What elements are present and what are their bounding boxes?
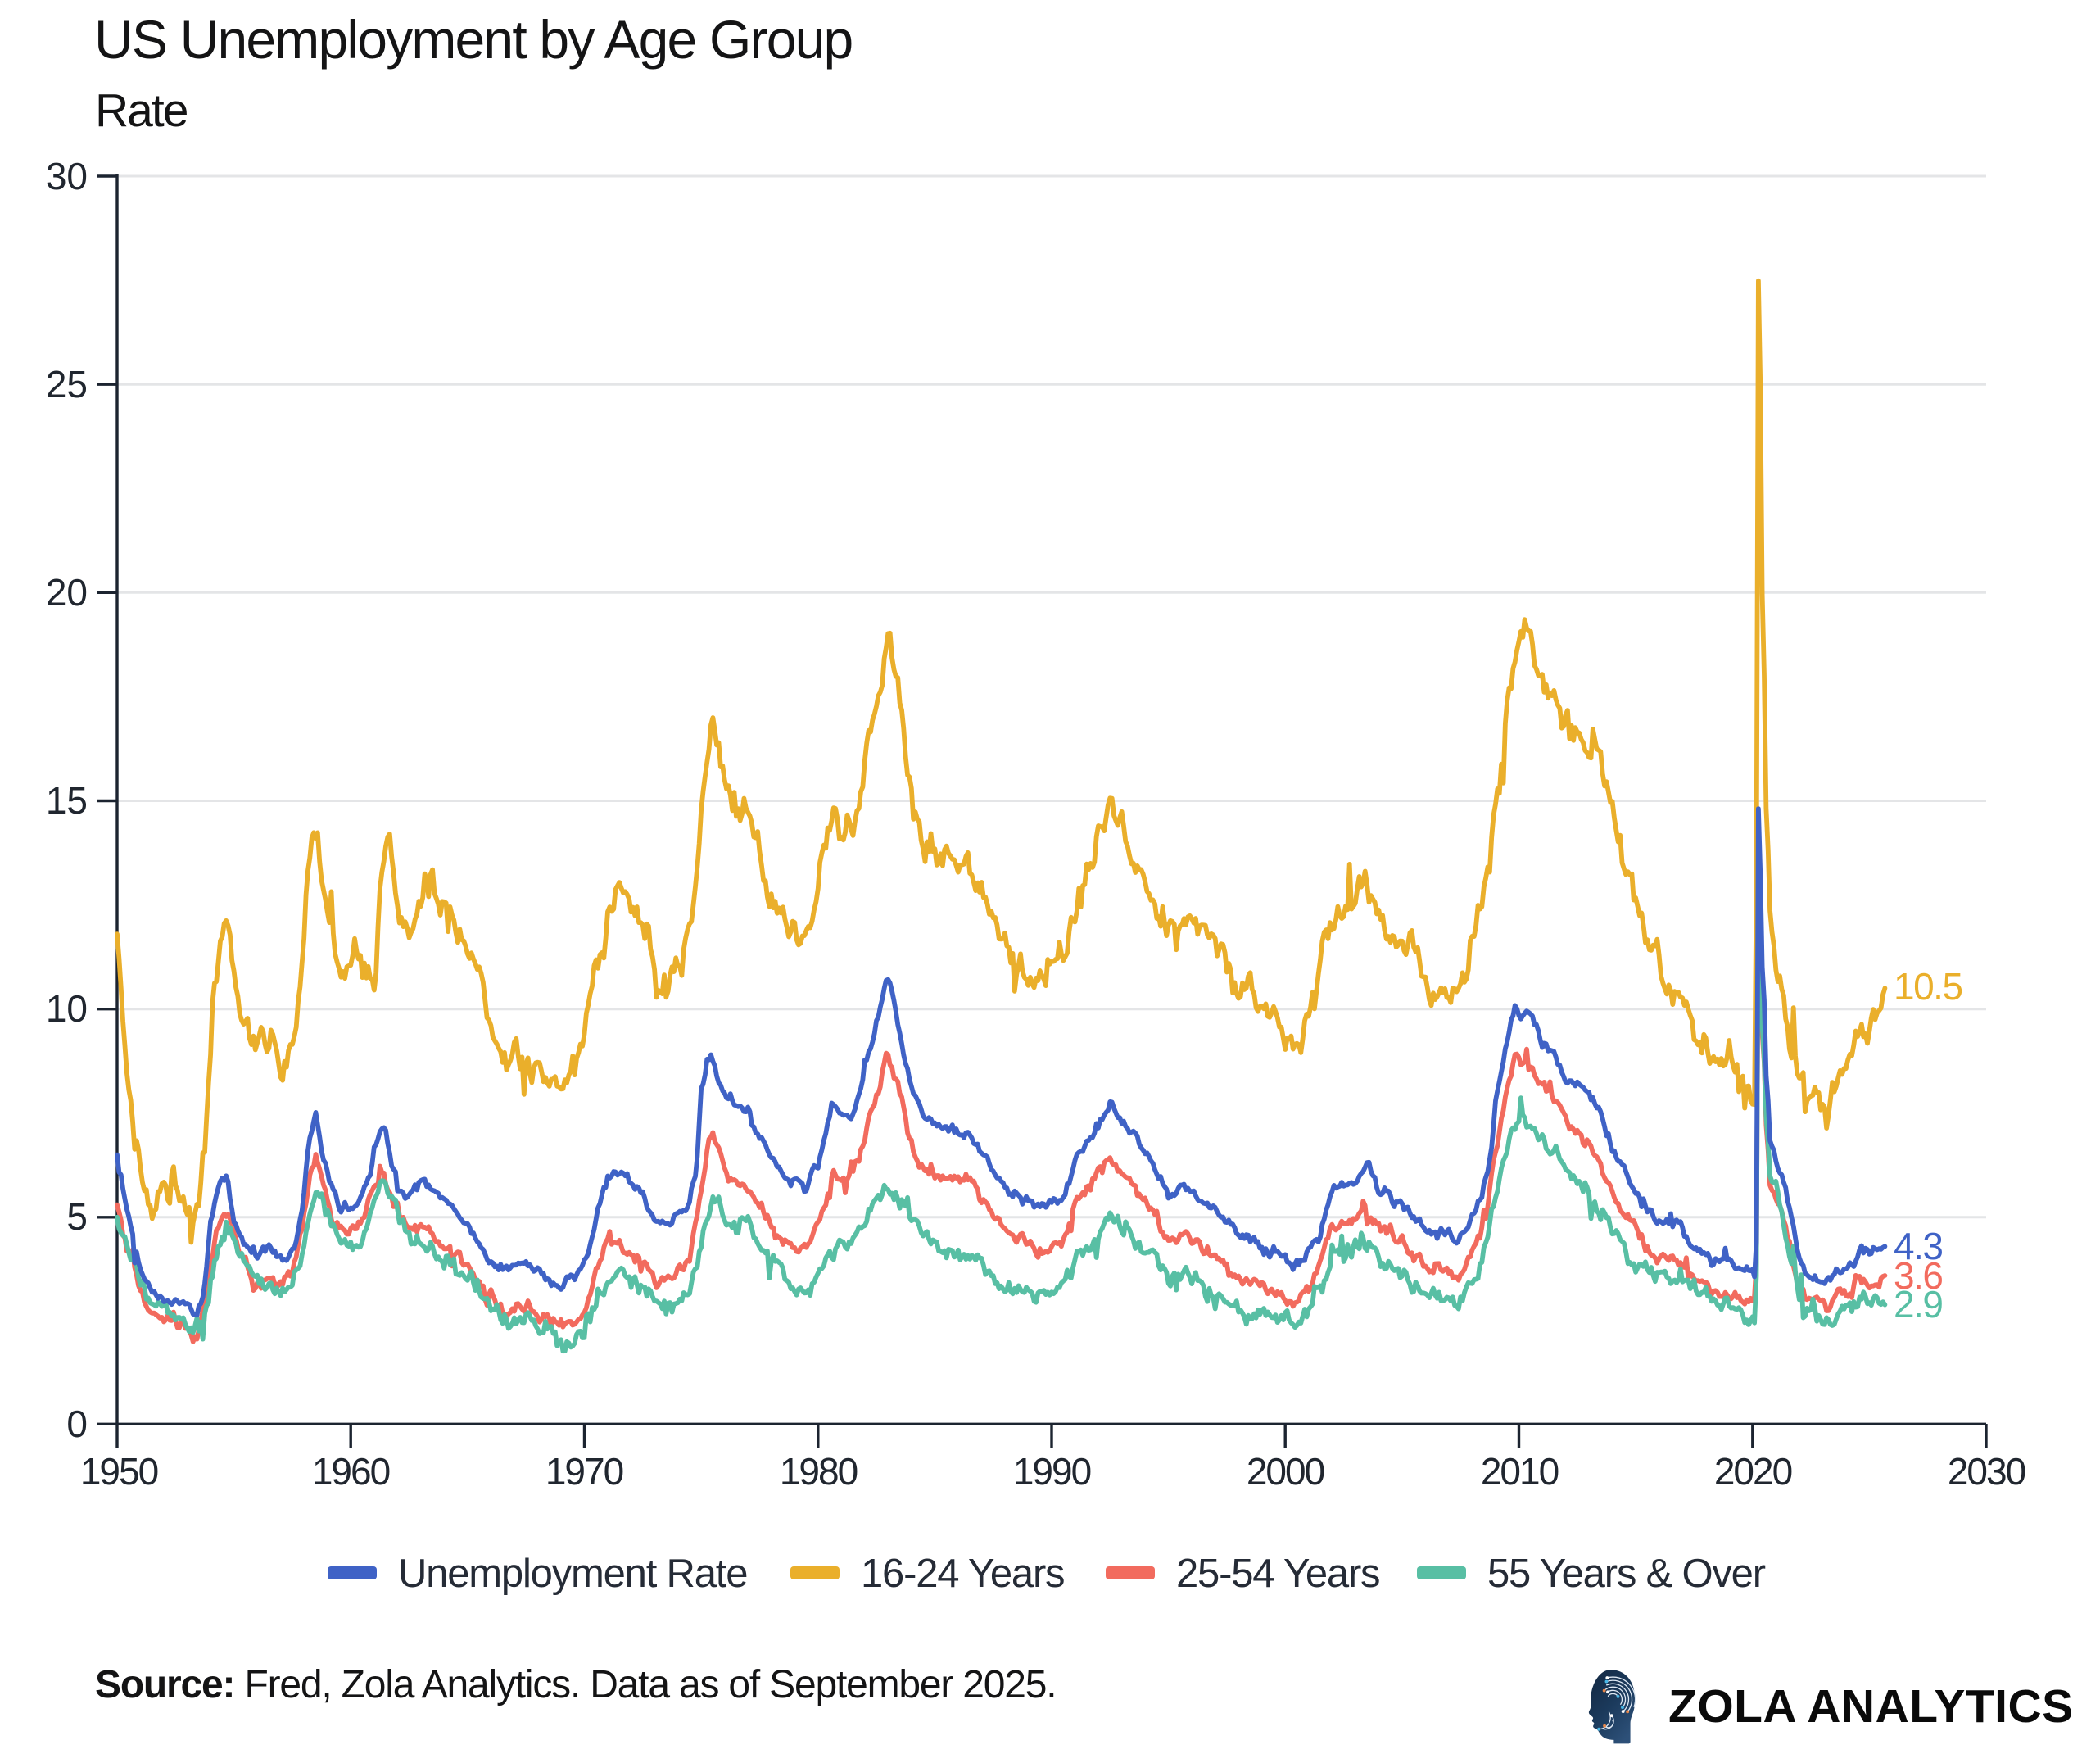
- svg-text:4.3: 4.3: [1894, 1225, 1942, 1267]
- svg-text:1970: 1970: [545, 1450, 623, 1493]
- svg-text:25: 25: [46, 363, 88, 406]
- svg-text:2010: 2010: [1481, 1450, 1559, 1493]
- svg-text:20: 20: [46, 571, 88, 614]
- svg-text:Unemployment Rate: Unemployment Rate: [398, 1552, 747, 1596]
- svg-text:10.5: 10.5: [1894, 965, 1962, 1008]
- svg-text:2030: 2030: [1948, 1450, 2025, 1493]
- svg-text:2000: 2000: [1247, 1450, 1324, 1493]
- svg-text:25-54 Years: 25-54 Years: [1176, 1552, 1379, 1596]
- svg-text:0: 0: [66, 1403, 88, 1445]
- svg-text:Rate: Rate: [95, 84, 188, 137]
- svg-text:ZOLA ANALYTICS: ZOLA ANALYTICS: [1668, 1680, 2074, 1733]
- svg-text:US Unemployment by Age Group: US Unemployment by Age Group: [94, 9, 852, 70]
- svg-text:10: 10: [46, 987, 88, 1030]
- svg-text:1950: 1950: [80, 1450, 158, 1493]
- svg-text:1980: 1980: [780, 1450, 858, 1493]
- svg-text:2020: 2020: [1714, 1450, 1792, 1493]
- svg-text:15: 15: [46, 779, 88, 822]
- svg-text:30: 30: [46, 155, 88, 197]
- svg-text:Source: Fred, Zola Analytics.: Source: Fred, Zola Analytics. Data as of…: [95, 1663, 1056, 1706]
- svg-text:55 Years & Over: 55 Years & Over: [1487, 1552, 1766, 1596]
- svg-text:2.9: 2.9: [1894, 1283, 1942, 1326]
- svg-text:1960: 1960: [312, 1450, 390, 1493]
- svg-text:3.6: 3.6: [1894, 1254, 1942, 1297]
- svg-text:1990: 1990: [1013, 1450, 1091, 1493]
- svg-text:16-24 Years: 16-24 Years: [861, 1552, 1064, 1596]
- svg-text:5: 5: [66, 1195, 88, 1238]
